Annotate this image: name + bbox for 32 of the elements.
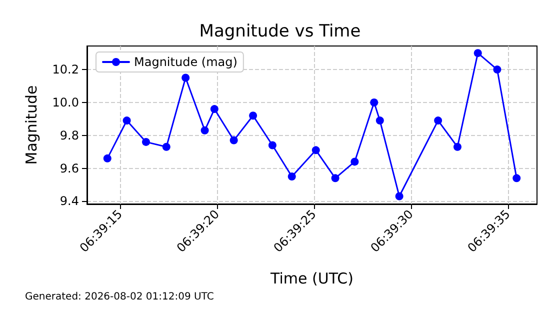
point: [142, 138, 150, 146]
point: [331, 174, 340, 182]
text: Generated: 2026-08-02 01:12:09 UTC: [25, 292, 214, 302]
point: [376, 116, 384, 125]
legend-label: Magnitude (mag): [134, 55, 238, 69]
y-tick-label: 9.8: [60, 128, 79, 142]
point: [122, 116, 131, 125]
point: [210, 105, 218, 114]
y-tick-label: 10.0: [52, 95, 79, 110]
y-tick-label: 9.4: [60, 194, 79, 208]
point: [230, 136, 238, 144]
point: [434, 116, 442, 125]
point: [103, 154, 112, 162]
y-axis-title: Magnitude: [22, 85, 40, 165]
point: [453, 142, 462, 151]
y-tick-label: 9.6: [60, 161, 79, 176]
point: [370, 98, 378, 106]
point: [474, 49, 482, 58]
point: [200, 126, 209, 134]
point: [268, 141, 276, 150]
point: [350, 158, 359, 166]
chart-title: Magnitude vs Time: [199, 22, 361, 42]
point: [512, 174, 521, 182]
y-tick-label: 10.2: [52, 62, 79, 77]
point: [493, 66, 502, 74]
x-axis-title: Time (UTC): [270, 270, 354, 288]
point: [312, 146, 320, 154]
point: [288, 172, 296, 181]
point: [395, 192, 404, 200]
point: [249, 112, 258, 120]
point: [162, 142, 170, 151]
point: [182, 74, 190, 82]
